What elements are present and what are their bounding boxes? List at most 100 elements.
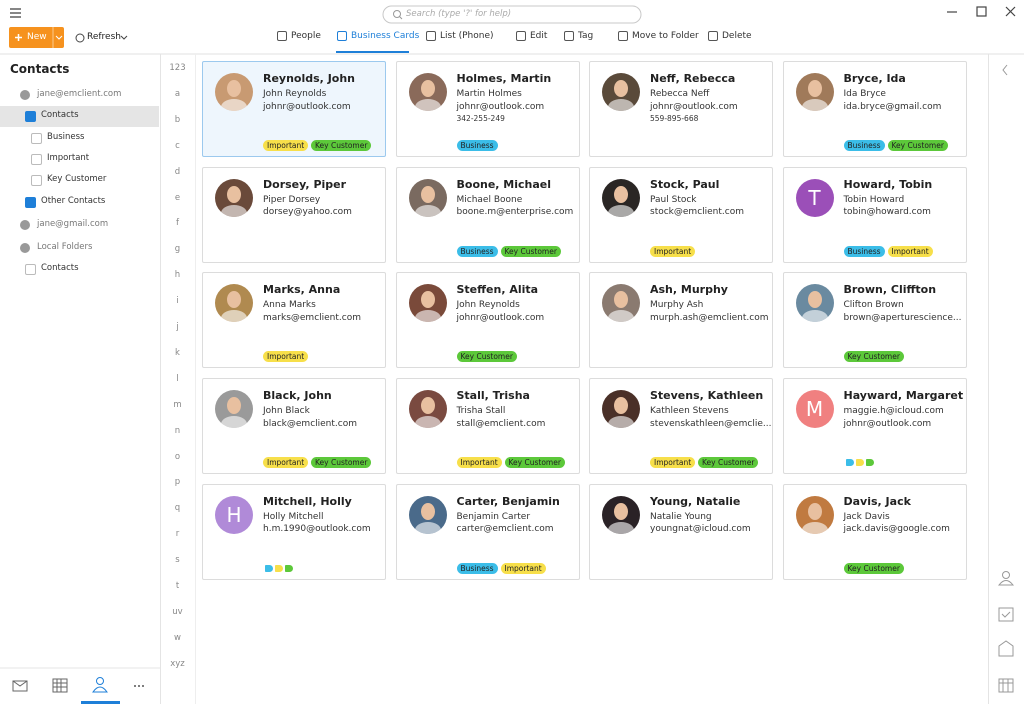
contact-card[interactable]: Reynolds, John John Reynolds johnr@outlook… bbox=[202, 61, 386, 157]
checkbox[interactable] bbox=[31, 154, 42, 165]
tree-item[interactable]: jane@emclient.com bbox=[37, 89, 122, 99]
tree-item[interactable]: Business bbox=[47, 132, 85, 142]
alphabet-index[interactable]: g bbox=[174, 244, 181, 255]
tag[interactable]: Business bbox=[456, 562, 498, 574]
tag[interactable]: Key Customer bbox=[311, 457, 372, 469]
alphabet-index[interactable]: 123 bbox=[169, 63, 186, 73]
alphabet-index[interactable]: k bbox=[175, 347, 180, 358]
toolbar-tab[interactable]: Move to Folder bbox=[632, 31, 699, 41]
alphabet-index[interactable]: s bbox=[175, 555, 180, 566]
toolbar-tab[interactable]: People bbox=[291, 31, 321, 41]
new-button[interactable] bbox=[9, 27, 64, 48]
alphabet-index[interactable]: n bbox=[174, 425, 181, 436]
checkbox[interactable] bbox=[25, 264, 36, 275]
tag[interactable]: Important bbox=[263, 351, 309, 363]
alphabet-index[interactable]: t bbox=[175, 581, 180, 591]
contact-card[interactable]: H Mitchell, Holly Holly Mitchell h.m.1990@o… bbox=[202, 483, 386, 580]
toolbar-tab[interactable]: List (Phone) bbox=[440, 31, 494, 41]
contact-card[interactable]: M Hayward, Margaret maggie.h@icloud.com joh… bbox=[782, 378, 967, 475]
alphabet-index[interactable]: p bbox=[174, 477, 181, 488]
alphabet-index[interactable]: f bbox=[176, 218, 179, 229]
tree-item[interactable]: Important bbox=[47, 153, 90, 163]
tree-item[interactable]: jane@gmail.com bbox=[37, 219, 109, 229]
tag[interactable]: Important bbox=[263, 140, 309, 151]
contact-card[interactable]: Marks, Anna Anna Marks marks@emclient.com I… bbox=[202, 272, 386, 369]
tag[interactable]: Business bbox=[843, 140, 885, 151]
bottom-nav[interactable] bbox=[12, 677, 108, 693]
search-placeholder[interactable]: Search (type '?' for help) bbox=[406, 9, 512, 19]
tag[interactable]: Business bbox=[456, 245, 498, 257]
alphabet-index[interactable]: o bbox=[174, 451, 181, 462]
tag[interactable]: Important bbox=[650, 457, 696, 469]
contact-card[interactable]: Young, Natalie Natalie Young youngnat@iclo… bbox=[589, 483, 773, 580]
toolbar-tab[interactable]: Edit bbox=[530, 31, 548, 41]
tree-item[interactable]: Key Customer bbox=[47, 174, 107, 184]
contact-card[interactable]: Bryce, Ida Ida Bryce ida.bryce@gmail.com Bu… bbox=[782, 61, 967, 157]
tag[interactable]: Key Customer bbox=[887, 140, 948, 151]
tab-icon[interactable] bbox=[564, 31, 574, 41]
contact-card[interactable]: Brown, Cliffton Clifton Brown brown@apertu… bbox=[782, 272, 967, 369]
checkbox[interactable] bbox=[31, 175, 42, 186]
tab-icon[interactable] bbox=[708, 31, 718, 41]
contact-card[interactable]: Steffen, Alita John Reynolds johnr@outlook… bbox=[395, 272, 580, 369]
tree-item[interactable]: Contacts bbox=[41, 110, 79, 120]
alphabet-index[interactable]: i bbox=[176, 296, 179, 307]
alphabet-index[interactable]: a bbox=[174, 88, 181, 99]
new-label[interactable]: New bbox=[27, 32, 47, 42]
tag[interactable]: Important bbox=[456, 457, 502, 469]
tag[interactable]: Important bbox=[263, 457, 309, 469]
toolbar-tab[interactable]: Delete bbox=[722, 31, 752, 41]
contact-card[interactable]: Holmes, Martin Martin Holmes johnr@outlook… bbox=[395, 61, 580, 157]
tree-item[interactable]: Other Contacts bbox=[41, 196, 106, 206]
contact-card[interactable]: Davis, Jack Jack Davis jack.davis@google.c… bbox=[782, 483, 967, 580]
tag[interactable]: Important bbox=[887, 245, 933, 257]
alphabet-index[interactable]: d bbox=[174, 166, 181, 177]
refresh-button[interactable]: Refresh bbox=[87, 32, 121, 42]
menu-icon[interactable] bbox=[10, 8, 21, 18]
right-rail[interactable] bbox=[997, 64, 1015, 693]
window-controls[interactable] bbox=[947, 6, 1016, 17]
tag[interactable]: Business bbox=[843, 245, 885, 257]
tab-icon[interactable] bbox=[426, 31, 436, 41]
tag[interactable]: Key Customer bbox=[500, 245, 561, 257]
alphabet-index[interactable]: c bbox=[175, 140, 180, 151]
tag[interactable]: Key Customer bbox=[698, 457, 759, 469]
tag[interactable]: Business bbox=[456, 140, 498, 151]
tag[interactable]: Key Customer bbox=[843, 562, 904, 574]
alphabet-index[interactable]: q bbox=[174, 503, 181, 514]
contact-card[interactable]: Carter, Benjamin Benjamin Carter carter@em… bbox=[395, 483, 580, 580]
alphabet-index[interactable]: l bbox=[176, 373, 179, 384]
tab-icon[interactable] bbox=[618, 31, 628, 41]
toolbar-tab[interactable]: Business Cards bbox=[351, 31, 420, 41]
toolbar-tab[interactable]: Tag bbox=[578, 31, 594, 41]
tag[interactable]: Important bbox=[500, 562, 546, 574]
alphabet-index[interactable]: b bbox=[174, 114, 181, 125]
tag[interactable]: Key Customer bbox=[504, 457, 565, 469]
alphabet-index[interactable]: e bbox=[174, 192, 181, 203]
alphabet-index[interactable]: j bbox=[176, 322, 179, 332]
tab-icon[interactable] bbox=[337, 31, 347, 41]
tag[interactable]: Key Customer bbox=[456, 351, 517, 363]
alphabet-index[interactable]: uv bbox=[172, 606, 183, 617]
checkbox[interactable] bbox=[31, 133, 42, 144]
alphabet-index[interactable]: w bbox=[174, 632, 181, 643]
tree-item[interactable]: Local Folders bbox=[37, 242, 93, 252]
search-box[interactable] bbox=[382, 5, 642, 24]
contact-card[interactable]: T Howard, Tobin Tobin Howard tobin@howard.c… bbox=[782, 166, 967, 263]
alphabet-index[interactable]: h bbox=[174, 270, 181, 281]
contact-card[interactable]: Stall, Trisha Trisha Stall stall@emclient.… bbox=[395, 378, 580, 475]
alphabet-index[interactable]: r bbox=[175, 529, 180, 540]
tab-icon[interactable] bbox=[516, 31, 526, 41]
tag[interactable]: Key Customer bbox=[311, 140, 372, 151]
checkbox[interactable] bbox=[25, 197, 36, 208]
contact-card[interactable]: Black, John John Black black@emclient.com I… bbox=[202, 378, 386, 475]
tag[interactable]: Key Customer bbox=[843, 351, 904, 363]
tree-item[interactable]: Contacts bbox=[41, 263, 79, 273]
tab-icon[interactable] bbox=[277, 31, 287, 41]
checkbox[interactable] bbox=[25, 111, 36, 122]
contact-card[interactable]: Dorsey, Piper Piper Dorsey dorsey@yahoo.co… bbox=[202, 166, 386, 263]
alphabet-index[interactable]: xyz bbox=[170, 658, 185, 669]
contact-card[interactable]: Ash, Murphy Murphy Ash murph.ash@emclient.… bbox=[589, 272, 773, 369]
contact-card[interactable]: Stock, Paul Paul Stock stock@emclient.com I… bbox=[589, 166, 773, 263]
tag[interactable]: Important bbox=[650, 245, 696, 257]
